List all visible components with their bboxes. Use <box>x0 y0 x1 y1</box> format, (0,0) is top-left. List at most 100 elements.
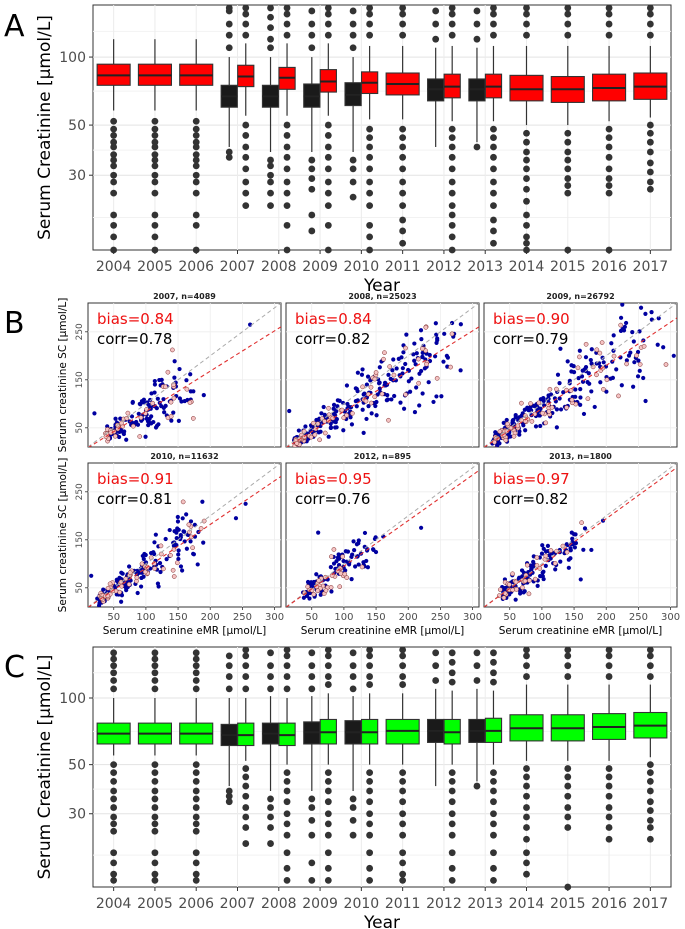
point-main <box>637 329 642 334</box>
point-main <box>344 383 350 388</box>
identity-line <box>88 463 281 607</box>
outlier-point <box>151 870 159 878</box>
point-secondary <box>372 394 378 400</box>
outlier-point <box>110 685 118 693</box>
point-main <box>130 420 135 425</box>
box-black-2007 <box>220 652 238 806</box>
outlier-point <box>564 182 572 189</box>
outlier-point <box>605 662 613 670</box>
outlier-point <box>490 125 497 133</box>
outlier-point <box>110 669 118 677</box>
outlier-point <box>432 662 440 670</box>
point-main <box>243 501 248 506</box>
point-main <box>533 424 539 429</box>
outlier-point <box>523 804 530 811</box>
outlier-point <box>110 804 118 811</box>
point-main <box>318 429 323 434</box>
outlier-point <box>605 175 613 182</box>
outlier-point <box>399 652 407 660</box>
point-secondary <box>360 384 365 390</box>
outlier-point <box>646 662 654 670</box>
point-main <box>620 303 625 307</box>
point-main <box>554 407 560 412</box>
outlier-point <box>225 153 233 161</box>
point-main <box>152 382 158 387</box>
outlier-point <box>399 831 407 839</box>
point-main <box>155 396 160 401</box>
point-main <box>159 404 164 409</box>
point-main <box>565 359 570 364</box>
outlier-point <box>448 678 456 686</box>
outlier-point <box>267 824 274 831</box>
panel-b: B 2007, n=4089 bias=0.84 corr=0.78 50 150 250 S… <box>4 292 680 637</box>
point-secondary <box>403 392 408 397</box>
point-secondary <box>311 591 317 597</box>
point-main <box>362 391 367 396</box>
outlier-point <box>267 35 274 43</box>
point-main <box>191 551 196 556</box>
outlier-point <box>490 649 497 657</box>
point-main <box>364 382 370 387</box>
outlier-point <box>448 669 456 677</box>
outlier-point <box>349 7 357 15</box>
point-main <box>588 357 593 363</box>
outlier-point <box>324 820 332 828</box>
point-main <box>296 428 301 433</box>
point-main <box>361 560 366 565</box>
point-secondary <box>105 585 111 591</box>
outlier-point <box>523 20 530 28</box>
outlier-point <box>349 673 357 680</box>
point-secondary <box>171 574 177 579</box>
point-main <box>649 310 654 315</box>
outlier-point <box>448 658 456 666</box>
outlier-point <box>267 156 274 164</box>
point-main <box>328 425 334 430</box>
point-main <box>399 355 404 360</box>
outlier-point <box>110 777 118 785</box>
outlier-point <box>448 134 456 142</box>
outlier-point <box>242 646 250 654</box>
x-tick-label: 150 <box>565 612 584 623</box>
outlier-point <box>151 662 159 670</box>
point-main <box>417 403 422 408</box>
y-tick-label: 50 <box>68 118 86 134</box>
outlier-point <box>473 649 481 657</box>
outlier-point <box>110 138 118 146</box>
box-red-2007 <box>237 4 255 210</box>
outlier-point <box>324 864 332 872</box>
outlier-point <box>225 673 233 680</box>
outlier-point <box>308 649 316 657</box>
outlier-point <box>267 795 274 803</box>
point-main <box>144 416 149 421</box>
outlier-point <box>283 221 291 229</box>
panel-label: C <box>4 650 25 685</box>
outlier-point <box>366 143 374 151</box>
outlier-point <box>646 121 654 129</box>
outlier-point <box>267 189 274 197</box>
point-main <box>566 565 571 570</box>
point-main <box>414 385 419 390</box>
outlier-point <box>605 4 613 12</box>
point-secondary <box>534 555 540 560</box>
outlier-point <box>110 246 118 254</box>
outlier-point <box>192 827 200 835</box>
point-main <box>188 519 194 524</box>
point-main <box>636 358 641 363</box>
point-main <box>517 432 522 437</box>
outlier-point <box>490 864 497 872</box>
point-main <box>442 331 447 336</box>
outlier-point <box>448 153 456 161</box>
outlier-point <box>646 824 654 831</box>
point-main <box>508 434 513 439</box>
outlier-point <box>151 677 159 684</box>
point-secondary <box>585 396 591 402</box>
point-secondary <box>543 420 549 426</box>
x-tick-label: 2016 <box>591 259 627 275</box>
outlier-point <box>605 165 613 173</box>
outlier-point <box>110 859 118 867</box>
point-main <box>161 397 166 402</box>
outlier-point <box>192 813 200 821</box>
x-tick-label: 2011 <box>385 259 421 275</box>
outlier-point <box>242 813 250 821</box>
outlier-point <box>490 787 497 795</box>
